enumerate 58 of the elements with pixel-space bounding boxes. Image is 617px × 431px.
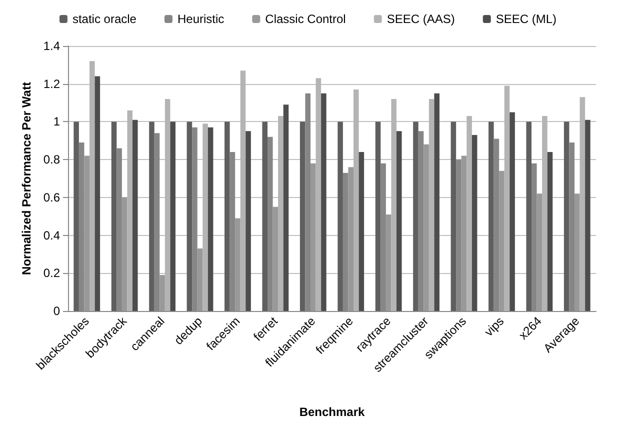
bar: [224, 122, 230, 311]
bar: [358, 152, 364, 311]
bar: [396, 131, 402, 311]
bar: [197, 248, 203, 311]
x-axis-title: Benchmark: [299, 405, 365, 419]
y-tick-label: 0: [53, 304, 60, 318]
bar: [208, 127, 214, 311]
bar: [413, 122, 418, 311]
bar: [564, 122, 570, 311]
y-tick-label: 0.2: [43, 266, 60, 280]
y-axis-title: Normalized Performance Per Watt: [19, 82, 34, 275]
bar: [272, 206, 278, 311]
bar: [149, 122, 154, 311]
y-tick-label: 1.4: [43, 39, 60, 53]
y-tick-label: 0.8: [43, 152, 60, 167]
bar: [94, 76, 100, 311]
bar: [386, 214, 392, 311]
y-tick-label: 0.4: [43, 228, 60, 242]
legend-label: static oracle: [72, 12, 137, 26]
bar: [111, 122, 117, 311]
bar: [122, 197, 128, 311]
bar: [510, 112, 515, 311]
bar: [348, 167, 354, 311]
bar: [186, 122, 192, 311]
bar: [84, 156, 90, 311]
bar: [472, 134, 478, 311]
y-tick-label: 0.6: [43, 190, 60, 204]
bar: [461, 156, 467, 311]
bar: [160, 275, 165, 311]
bar: [310, 163, 316, 311]
legend-label: Classic Control: [265, 12, 346, 26]
bar: [262, 122, 268, 311]
bar: [526, 122, 532, 311]
bar: [375, 122, 381, 311]
bar: [132, 120, 138, 311]
bar: [283, 104, 289, 311]
bar: [547, 152, 553, 311]
bar: [574, 194, 580, 311]
bar: [74, 122, 79, 311]
y-tick-label: 1: [53, 114, 60, 129]
bar: [300, 122, 306, 311]
y-tick-label: 1.2: [43, 76, 60, 91]
bar: [536, 194, 542, 311]
legend-label: SEEC (ML): [496, 12, 557, 26]
bar: [424, 144, 429, 311]
bar: [338, 122, 343, 311]
bar: [246, 131, 251, 311]
legend-label: Heuristic: [177, 12, 224, 26]
bar: [450, 122, 456, 311]
legend-label: SEEC (AAS): [386, 12, 455, 26]
x-tick-label: vips: [482, 314, 507, 340]
bar: [499, 170, 504, 311]
bar: [235, 218, 240, 311]
bar: [434, 93, 440, 311]
bar: [321, 93, 326, 311]
bar: [170, 122, 176, 311]
bar: [585, 120, 590, 311]
bar: [488, 122, 494, 311]
